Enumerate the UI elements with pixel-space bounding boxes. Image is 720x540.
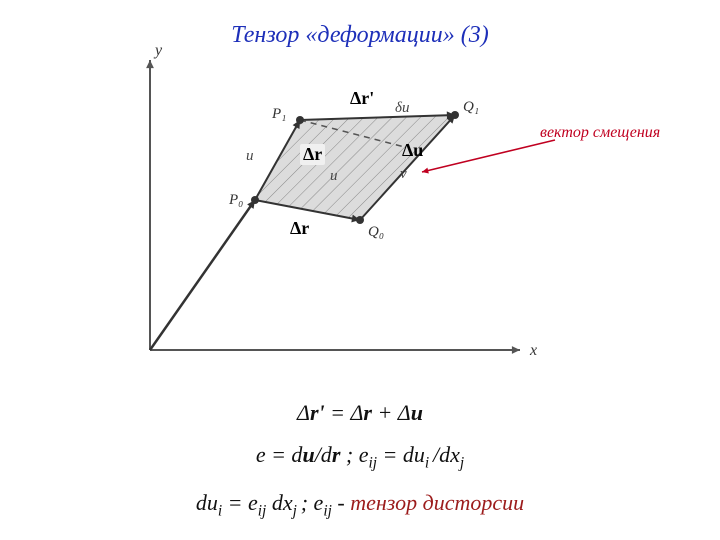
svg-text:Q₁: Q₁ [463,99,479,115]
delta-label: Δu [402,140,423,161]
displacement-vector-label: вектор смещения [540,124,660,142]
svg-text:y: y [153,42,163,59]
svg-text:x: x [529,342,537,359]
delta-label: Δr' [350,88,374,109]
delta-label: Δr [300,144,325,165]
svg-text:δu: δu [395,100,409,116]
svg-text:u: u [330,168,338,184]
equation-distortion-tensor: dui = eij dxj ; eij - тензор дисторсии [0,490,720,520]
svg-text:v: v [400,166,407,182]
svg-text:P₁: P₁ [271,106,286,122]
delta-label: Δr [290,218,309,239]
svg-text:u: u [246,148,254,164]
svg-text:P₀: P₀ [228,192,243,208]
svg-text:Q₀: Q₀ [368,224,384,240]
equation-delta-r: Δr' = Δr + Δu [0,400,720,426]
equation-e-definition: e = du/dr ; eij = dui /dxj [0,442,720,472]
